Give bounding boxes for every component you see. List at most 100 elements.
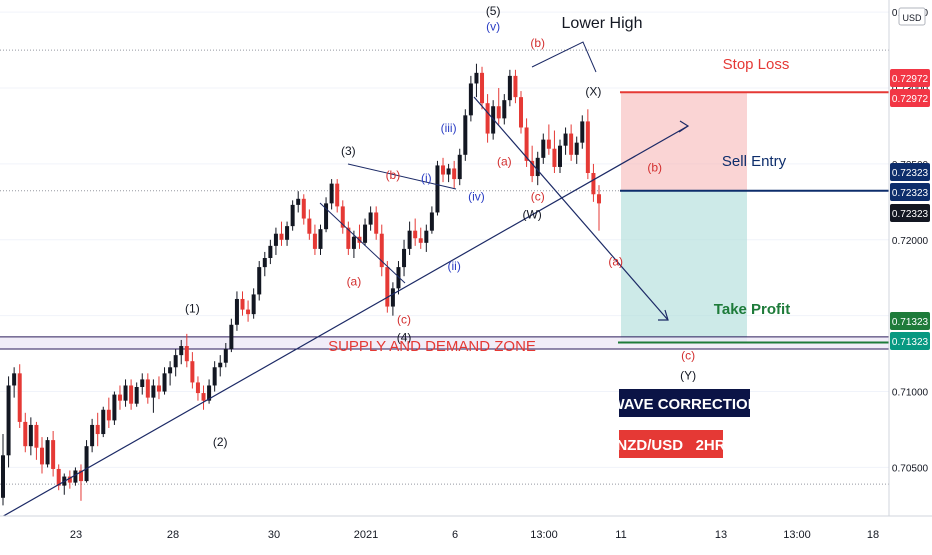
- wave-label: (b): [530, 36, 545, 50]
- candle: [496, 88, 501, 125]
- candle-body: [285, 226, 290, 240]
- candle: [251, 288, 256, 319]
- price-badge-bg: [890, 163, 930, 181]
- wave-correction-text: WAVE CORRECTION: [610, 396, 758, 413]
- candle: [441, 157, 446, 183]
- drawing-lines: [0, 41, 889, 519]
- candle-body: [457, 154, 462, 180]
- wave-label: (X): [585, 85, 601, 99]
- candle: [552, 130, 557, 174]
- candle: [390, 282, 395, 316]
- time-axis[interactable]: 23 28 30 2021 6 13:00 11 13 13:00 18: [0, 515, 932, 550]
- candle-body: [429, 212, 434, 231]
- lower-high-pointer: [531, 41, 597, 73]
- candle-body: [73, 470, 78, 483]
- candle: [402, 239, 407, 277]
- price-badge-label: 0.72972: [892, 74, 929, 85]
- trendline-arrow-head: [678, 120, 690, 133]
- time-tick-label: 23: [70, 529, 82, 541]
- price-badge-bg: [890, 183, 930, 201]
- candle: [368, 206, 373, 231]
- candle-body: [496, 106, 501, 119]
- candle: [17, 364, 22, 428]
- time-tick-label: 13:00: [783, 529, 811, 541]
- zone-label: SUPPLY AND DEMAND ZONE: [328, 338, 536, 355]
- candle-body: [546, 139, 551, 149]
- price-axis[interactable]: 0.705000.710000.715000.720000.725000.730…: [888, 0, 932, 516]
- candle: [563, 127, 568, 155]
- candle-body: [190, 361, 195, 383]
- candle: [268, 239, 273, 265]
- candle-body: [307, 218, 312, 234]
- candle-body: [312, 233, 317, 249]
- candle-body: [335, 183, 340, 207]
- candle-body: [585, 121, 590, 174]
- candle: [379, 224, 384, 277]
- triangle-bottom-line: [319, 202, 406, 284]
- candle-body: [17, 373, 22, 422]
- price-badge-bg: [890, 312, 930, 330]
- candle: [184, 333, 189, 368]
- candle: [290, 200, 295, 231]
- trade-zones: [0, 92, 889, 350]
- candle-body: [90, 424, 95, 447]
- candle: [67, 470, 72, 489]
- candle: [312, 224, 317, 255]
- candle: [218, 355, 223, 377]
- candle-body: [441, 165, 446, 175]
- time-tick-label: 13:00: [530, 529, 558, 541]
- candle-body: [563, 133, 568, 146]
- candle-body: [535, 157, 540, 177]
- candle: [84, 440, 89, 483]
- candle-body: [201, 393, 206, 401]
- candle-body: [463, 115, 468, 155]
- candle-body: [402, 248, 407, 268]
- candle-body: [574, 142, 579, 155]
- candle-body: [530, 160, 535, 177]
- candle-body: [34, 424, 39, 448]
- candle: [90, 418, 95, 453]
- candle-body: [351, 236, 356, 249]
- candle-body: [468, 83, 473, 116]
- candle: [446, 163, 451, 183]
- candle: [580, 115, 585, 149]
- candle-body: [290, 204, 295, 227]
- candle-body: [502, 100, 507, 119]
- candlestick-series[interactable]: [1, 63, 601, 506]
- candle: [12, 367, 17, 398]
- candle: [28, 417, 33, 456]
- wave-label: (c): [397, 312, 411, 326]
- candle-body: [251, 294, 256, 315]
- candle: [396, 261, 401, 295]
- take-profit-label: Take Profit: [714, 301, 790, 318]
- wave-label: (ii): [448, 259, 461, 273]
- candle: [340, 200, 345, 234]
- candle: [285, 221, 290, 246]
- candle: [385, 261, 390, 313]
- candle-body: [257, 267, 262, 295]
- candle: [123, 379, 128, 407]
- candle: [452, 160, 457, 189]
- candle: [151, 379, 156, 413]
- candle-body: [407, 230, 412, 249]
- price-badge-label: 0.72323: [892, 168, 929, 179]
- projection-arrow-head: [658, 309, 669, 321]
- candle-body: [179, 346, 184, 356]
- candle-body: [117, 394, 122, 401]
- candle-body: [569, 133, 574, 155]
- candle-body: [56, 468, 61, 486]
- candle: [112, 391, 117, 425]
- candle: [324, 197, 329, 233]
- price-tick-label: 0.70500: [892, 463, 929, 474]
- candle-body: [552, 148, 557, 167]
- candle: [519, 91, 524, 134]
- wave-label: (a): [608, 255, 623, 269]
- candle: [223, 342, 228, 368]
- candle: [246, 300, 251, 322]
- candle-body: [123, 385, 128, 401]
- price-badge: 0.71323: [890, 312, 930, 330]
- candle: [1, 434, 5, 506]
- candle-body: [28, 424, 33, 447]
